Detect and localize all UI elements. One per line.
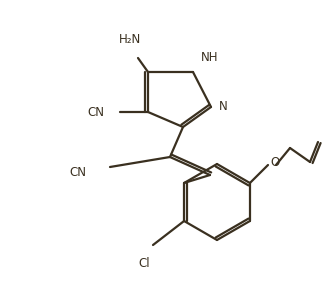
Text: N: N (219, 101, 228, 113)
Text: Cl: Cl (138, 257, 150, 270)
Text: H₂N: H₂N (119, 33, 141, 46)
Text: NH: NH (201, 51, 218, 64)
Text: O: O (270, 157, 279, 169)
Text: CN: CN (69, 166, 86, 179)
Text: CN: CN (87, 106, 104, 119)
